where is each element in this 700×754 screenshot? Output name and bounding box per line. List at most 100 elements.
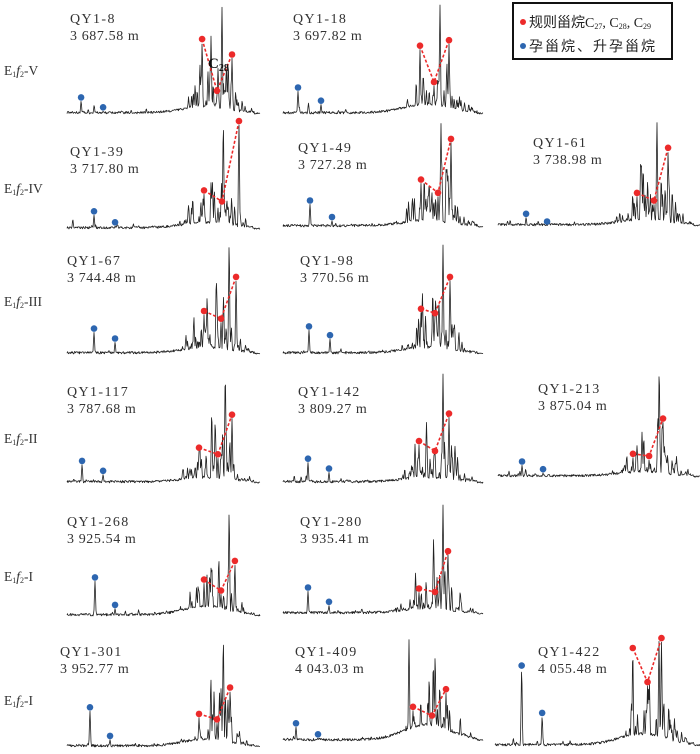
pregnane-marker [91,574,99,581]
homopregnane-marker [111,601,119,609]
chromatogram-panel [66,6,261,115]
sterane-trend-line [203,276,237,320]
c28-sterane-marker [217,315,225,323]
row-label: E1f2-IV [4,181,43,197]
chromatogram-panel [282,373,484,484]
chromatogram-trace [66,6,261,115]
chromatogram-panel [66,247,261,355]
sample-label: QY1-117 3 787.68 m [67,384,136,418]
homopregnane-marker [325,465,333,472]
chromatogram-trace [282,639,484,742]
pregnane-marker [86,704,94,711]
c27-sterane-marker [633,189,641,197]
c28-sterane-marker [431,309,439,317]
legend-sub: 29 [643,22,652,31]
sterane-trend-line [636,147,669,202]
chromatogram-trace [282,244,484,355]
c29-sterane-marker [444,547,452,555]
legend-sep: , [626,16,634,31]
c27-sterane-marker [415,585,423,592]
sample-name: QY1-18 [293,12,348,27]
sample-name: QY1-422 [538,645,601,660]
sample-label: QY1-67 3 744.48 m [67,253,136,287]
homopregnane-marker [99,104,107,111]
sample-name: QY1-268 [67,515,130,530]
homopregnane-marker [326,331,334,339]
c29-sterane-marker [445,410,453,417]
c28-sterane-marker [213,716,221,723]
homopregnane-marker [317,97,325,104]
sample-label: QY1-409 4 043.03 m [295,644,364,678]
pregnane-marker [77,94,85,101]
pregnane-marker [90,208,98,215]
row-label: E1f2-III [4,294,42,310]
c28-sterane-marker [644,678,651,686]
pregnane-marker [518,662,525,669]
chromatogram-trace [282,4,484,115]
sample-depth: 3 727.28 m [298,158,368,173]
c27-sterane-marker [195,444,203,452]
c28-sterane-marker [434,189,442,197]
c27-sterane-marker [415,437,423,445]
homopregnane-marker [111,335,119,342]
sample-label: QY1-8 3 687.58 m [70,11,139,45]
chromatogram-trace [66,384,261,484]
sterane-trend-line [420,138,452,195]
chromatogram-panel [497,376,700,478]
c29-sterane-marker [235,117,243,125]
sterane-trend-line [419,39,450,85]
chromatogram-trace [282,123,484,228]
c29-sterane-marker [232,273,240,281]
sample-depth: 4 043.03 m [295,662,365,677]
c29-sterane-marker [664,144,672,152]
sample-name: QY1-280 [300,515,363,530]
chromatogram-trace [66,247,261,355]
c29-sterane-marker [658,634,665,642]
chromatogram-trace [494,641,700,747]
c29-sterane-marker [659,415,667,422]
c28-sterane-marker [218,198,226,205]
sample-label: QY1-98 3 770.56 m [300,253,369,287]
homopregnane-marker [325,598,333,606]
row-label: E1f2-I [4,569,34,585]
chromatogram-panel [282,639,484,742]
pregnane-marker [522,210,530,218]
sample-name: QY1-39 [70,145,125,160]
pregnane-marker [304,455,312,463]
legend-label: 规则甾烷C [529,16,595,31]
pregnane-marker [518,458,526,465]
sample-label: QY1-213 3 875.04 m [538,381,607,415]
legend-sub: 28 [618,22,627,31]
c27-sterane-marker [200,307,208,315]
sample-name: QY1-98 [300,254,355,269]
sample-label: QY1-268 3 925.54 m [67,514,136,548]
c28-sterane-marker [650,197,658,204]
sample-depth: 3 952.77 m [60,662,130,677]
legend-sub: 27 [594,22,603,31]
homopregnane-marker [543,218,551,225]
row-label: E1f2-II [4,431,38,447]
legend-sep: , [602,16,610,31]
c29-sterane-marker [442,685,450,693]
homopregnane-marker [539,465,547,473]
sample-depth: 3 875.04 m [538,399,608,414]
sample-name: QY1-213 [538,382,601,397]
sterane-trend-line [198,687,231,721]
sample-depth: 3 925.54 m [67,532,137,547]
c27-sterane-marker [629,450,637,458]
pregnane-marker [305,323,313,330]
sample-name: QY1-301 [60,645,123,660]
red-dot-icon [520,19,526,25]
chromatogram-trace [497,376,700,478]
sample-name: QY1-117 [67,385,130,400]
homopregnane-marker [99,467,107,475]
sample-name: QY1-67 [67,254,122,269]
c28-sterane-marker [431,447,439,455]
pregnane-marker [90,325,98,332]
homopregnane-marker [328,213,336,221]
sample-label: QY1-18 3 697.82 m [293,11,362,45]
chromatogram-trace [282,504,484,615]
c29-sterane-marker [447,135,455,143]
legend-label: 孕甾烷、升孕甾烷 [529,40,657,55]
